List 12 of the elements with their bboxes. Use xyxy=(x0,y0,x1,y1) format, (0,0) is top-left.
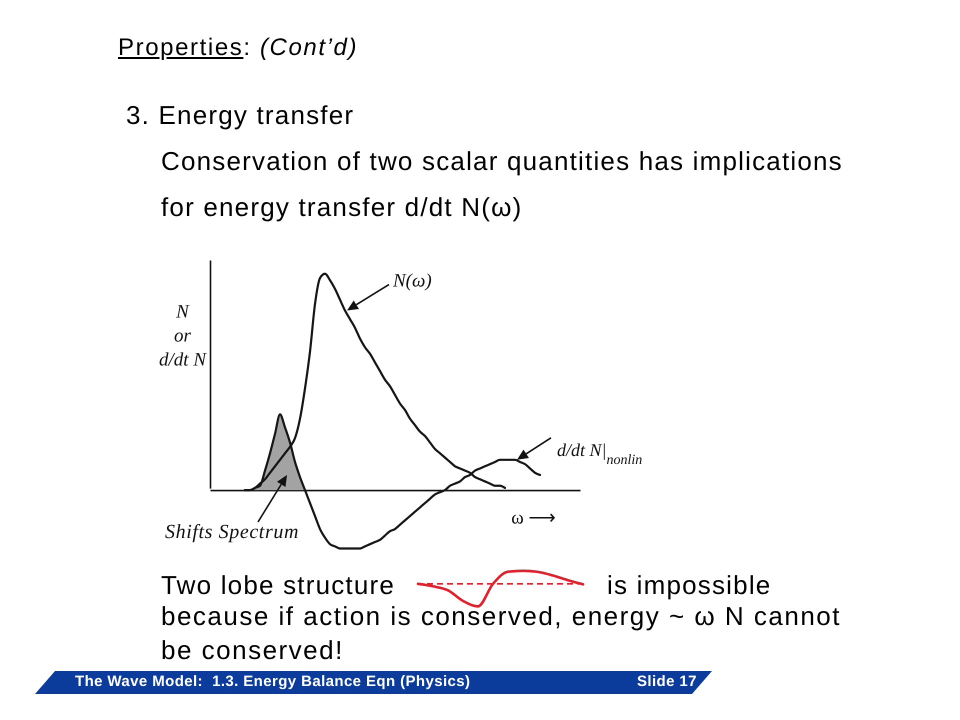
legend-label: d/dt N|$_{nonlin}$ xyxy=(557,440,642,468)
text: Slide 17 xyxy=(637,673,697,690)
annotation: because if action is conserved, energy ~ ω N cannot be conserved! xyxy=(161,600,842,666)
text: Two lobe structure xyxy=(161,570,396,600)
text: is impossible xyxy=(607,570,772,600)
text: N(ω) xyxy=(392,270,432,292)
annotation: Shifts Spectrum xyxy=(165,521,299,543)
text: The Wave Model: 1.3. Energy Balance Eqn (Physics) xyxy=(75,673,470,690)
chart-title: Properties: (Cont’d) xyxy=(118,34,358,62)
x-axis-title: ω ⟶ xyxy=(511,508,556,529)
chart-subtitle: 3. Energy transfer Conservation of two scalar quantities has implications for energy transfer d/dt N(ω) xyxy=(126,99,844,224)
y-axis-title: N or d/dt N xyxy=(159,302,208,370)
